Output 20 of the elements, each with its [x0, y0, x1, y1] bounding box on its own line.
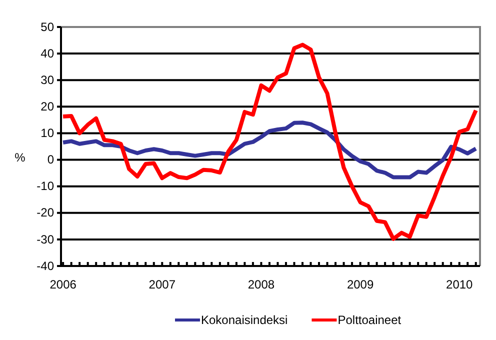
x-tick-label: 2008	[248, 278, 275, 292]
y-tick-label: 30	[40, 72, 54, 87]
y-tick-label: -10	[36, 179, 54, 194]
x-tick-label: 2006	[50, 278, 77, 292]
y-axis-title: %	[14, 150, 26, 164]
y-tick-label: -20	[36, 206, 54, 220]
y-tick-label: -30	[36, 232, 54, 246]
line-series	[61, 42, 478, 241]
line-series	[61, 120, 478, 180]
x-tick-label: 2007	[148, 278, 176, 292]
y-tick-label: 0	[47, 152, 54, 167]
y-tick-label: 20	[40, 100, 54, 114]
legend-label: Polttoaineet	[338, 313, 402, 327]
y-tick-label: 50	[40, 20, 54, 34]
y-tick-label: -40	[36, 258, 54, 273]
y-tick-label: 10	[40, 126, 54, 140]
y-tick-label: 40	[40, 46, 54, 60]
x-tick-label: 2010	[446, 278, 474, 292]
x-tick-label: 2009	[346, 278, 374, 292]
legend-label: Kokonaisindeksi	[201, 313, 288, 327]
